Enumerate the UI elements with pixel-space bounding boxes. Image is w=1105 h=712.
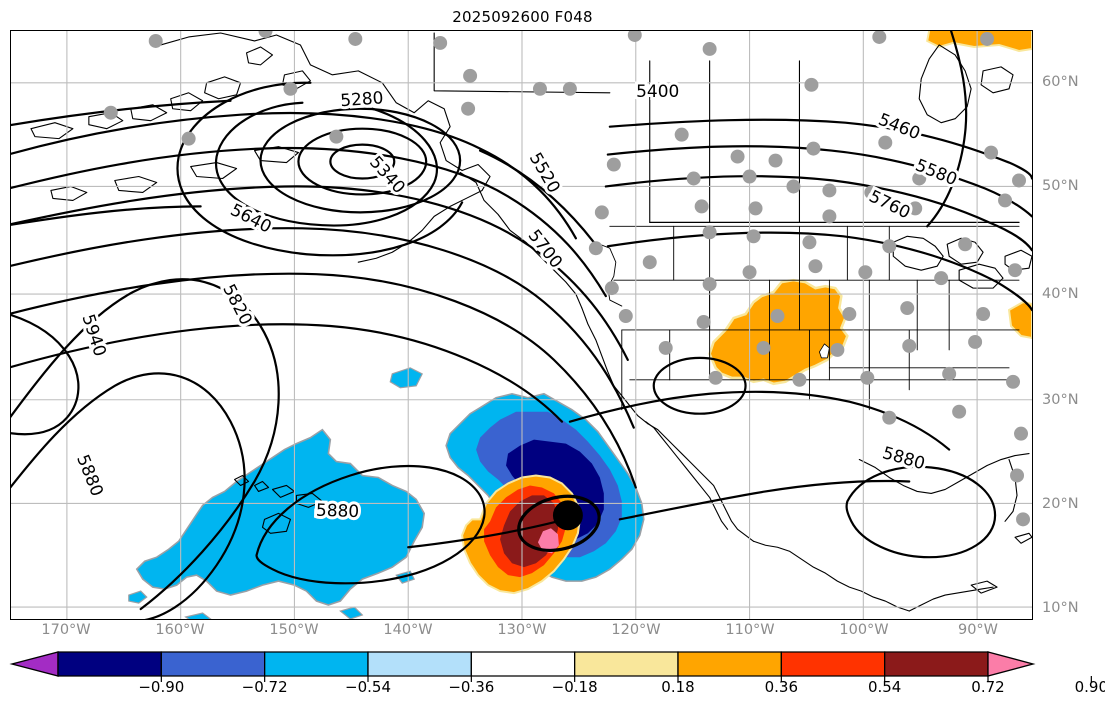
contour-label-5640-6: 5640	[227, 199, 275, 236]
lon-tick-90°W: 90°W	[957, 622, 999, 638]
anomaly-patch-east-texas	[1007, 301, 1032, 339]
contour-label-5880-11: 5880	[73, 452, 108, 499]
contour-label-5520-4: 5520	[526, 149, 565, 196]
page-title: 2025092600 F048	[452, 8, 593, 26]
anomaly-patch-islet-b	[184, 612, 212, 619]
storm-marker-layer	[517, 494, 601, 552]
storm-circle-outline	[517, 494, 601, 552]
colorbar-tick-label: −0.18	[551, 678, 598, 696]
colorbar-under-arrow[interactable]	[9, 651, 59, 677]
colorbar-tick-label: 0.54	[867, 678, 902, 696]
lon-tick-130°W: 130°W	[497, 622, 547, 638]
colorbar-tick-label: 0.72	[971, 678, 1005, 696]
colorbar-tick-label: −0.54	[345, 678, 391, 696]
lat-tick-50°N: 50°N	[1042, 178, 1079, 194]
contour-label-5820-9: 5820	[219, 281, 256, 328]
anomaly-patch-hole	[818, 343, 830, 359]
colorbar-band-3[interactable]	[367, 651, 472, 677]
lon-tick-120°W: 120°W	[611, 622, 661, 638]
anomaly-patch-positive-extreme	[537, 528, 559, 554]
lon-tick-170°W: 170°W	[41, 622, 91, 638]
colorbar-swatches[interactable]	[0, 650, 1105, 684]
lon-tick-160°W: 160°W	[155, 622, 205, 638]
lon-tick-100°W: 100°W	[839, 622, 889, 638]
contour-label-5400-2: 5400	[636, 81, 679, 101]
storm-center-dot	[552, 500, 583, 531]
colorbar-tick-label: −0.72	[241, 678, 288, 696]
colorbar-over-arrow[interactable]	[987, 651, 1036, 677]
anomaly-patch-southwest-us	[708, 278, 849, 386]
contour-label-halo: 5880	[316, 500, 360, 521]
lon-tick-110°W: 110°W	[725, 622, 775, 638]
colorbar-tick-label: 0.36	[764, 678, 799, 696]
anomaly-patch-islet-c	[339, 606, 364, 619]
contour-label-5280-0: 5280	[340, 87, 384, 110]
observation-dots-layer	[103, 31, 1031, 527]
map-plot-area: 5280 5280 5340 5340 5400 5400 5460 5460 5520 5520…	[10, 30, 1033, 620]
anomaly-patch-islet-e	[389, 367, 423, 389]
gridlines	[11, 31, 1032, 619]
shaded-anomaly-layer	[128, 31, 1032, 619]
lat-tick-40°N: 40°N	[1042, 286, 1079, 302]
colorbar-tick-label: 0.18	[661, 678, 695, 696]
height-contour-layer	[11, 31, 1032, 619]
colorbar-tick-label: −0.90	[138, 678, 185, 696]
contour-label-halo: 5400	[636, 81, 679, 101]
anomaly-patch-islet-a	[128, 590, 148, 604]
lon-tick-150°W: 150°W	[269, 622, 319, 638]
colorbar-tick-label: 0.90	[1074, 678, 1105, 696]
lon-tick-140°W: 140°W	[383, 622, 433, 638]
contour-label-5940-10: 5940	[78, 312, 110, 359]
lat-tick-60°N: 60°N	[1042, 74, 1079, 90]
colorbar[interactable]: −0.90 −0.72 −0.54 −0.36 −0.18 0.18 0.36 0.54 0.7…	[0, 650, 1105, 712]
colorbar-band-6[interactable]	[677, 651, 782, 677]
anomaly-patch-hawaii	[135, 428, 426, 606]
colorbar-band-1[interactable]	[160, 651, 266, 677]
contour-label-5700-7: 5700	[525, 225, 567, 271]
colorbar-band-5[interactable]	[574, 651, 679, 677]
colorbar-band-4[interactable]	[470, 651, 576, 677]
contour-label-5880-12: 5880	[316, 500, 360, 521]
map-canvas: 5280528053405340540054005460546055205520…	[11, 31, 1032, 619]
anomaly-patch-hudson-bay	[926, 31, 1032, 52]
colorbar-band-8[interactable]	[884, 651, 989, 677]
lat-tick-20°N: 20°N	[1042, 496, 1079, 512]
colorbar-band-2[interactable]	[264, 651, 369, 677]
colorbar-tick-label: −0.36	[448, 678, 495, 696]
lat-tick-10°N: 10°N	[1042, 600, 1079, 616]
lat-tick-30°N: 30°N	[1042, 392, 1079, 408]
colorbar-band-7[interactable]	[780, 651, 886, 677]
colorbar-band-0[interactable]	[57, 651, 162, 677]
